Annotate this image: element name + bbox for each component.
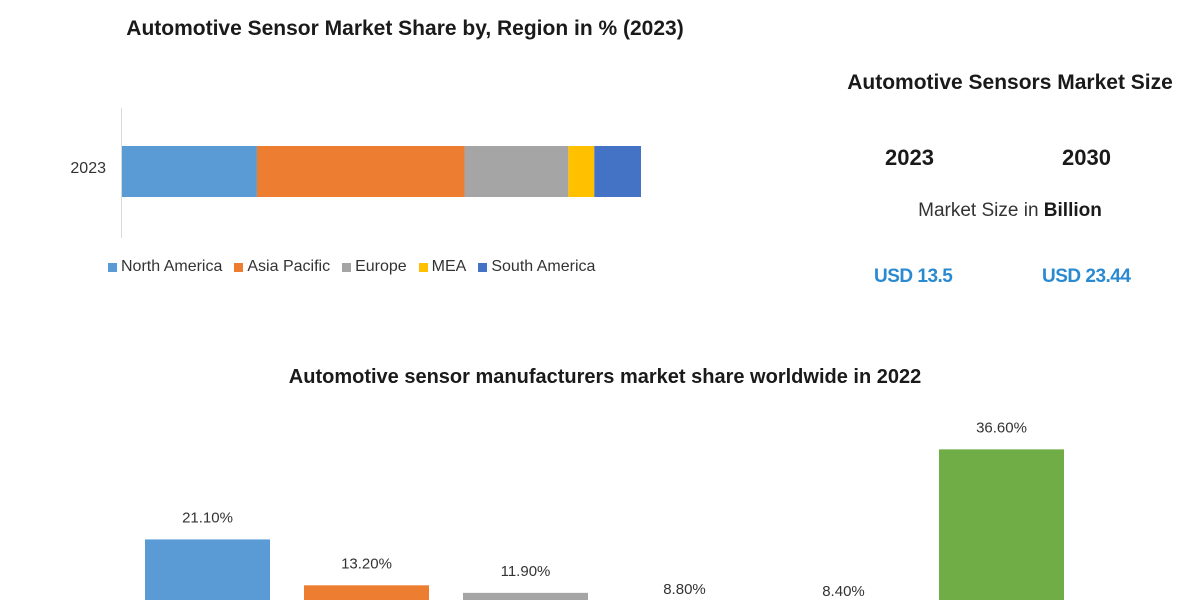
region-chart-title: Automotive Sensor Market Share by, Regio… (126, 17, 684, 40)
legend-item: South America (478, 258, 595, 276)
manufacturer-bar (463, 592, 588, 600)
legend-swatch (342, 262, 352, 272)
manufacturer-bar (304, 585, 429, 600)
region-bar-segment-asia-pacific (256, 146, 465, 197)
manufacturer-bar-label: 8.40% (822, 583, 865, 600)
legend-item: MEA (418, 258, 467, 276)
legend-item: Europe (342, 258, 407, 276)
manufacturer-bar-label: 8.80% (663, 581, 706, 598)
legend-swatch (108, 262, 117, 272)
market-size-value-end: USD 23.44 (1042, 266, 1131, 287)
legend-label: South America (491, 258, 596, 275)
market-size-unit: Market Size in Billion (860, 200, 1160, 222)
legend-label: MEA (431, 258, 467, 275)
region-chart-legend: North America Asia Pacific Europe MEA South … (108, 258, 595, 276)
legend-label: North America (121, 258, 223, 275)
region-bar-segment-europe (464, 146, 569, 197)
region-chart-axis (121, 108, 122, 238)
market-size-year-start: 2023 (885, 145, 934, 170)
legend-swatch (478, 262, 488, 272)
legend-item: Asia Pacific (234, 258, 330, 276)
market-size-title: Automotive Sensors Market Size (847, 71, 1173, 94)
market-size-unit-bold: Billion (1043, 200, 1102, 221)
manufacturers-chart-title: Automotive sensor manufacturers market s… (288, 366, 922, 388)
market-size-year-end: 2030 (1062, 145, 1111, 170)
region-bar-segment-mea (568, 146, 595, 197)
manufacturer-bar (939, 449, 1064, 600)
legend-label: Asia Pacific (247, 258, 331, 275)
region-bar-segment-north-america (122, 146, 257, 197)
legend-label: Europe (355, 258, 407, 275)
manufacturer-bar-label: 36.60% (976, 419, 1027, 436)
manufacturer-bar-label: 21.10% (182, 509, 233, 526)
legend-swatch (418, 262, 428, 272)
market-size-value-start: USD 13.5 (874, 266, 953, 287)
manufacturer-bar-label: 11.90% (501, 563, 551, 580)
manufacturer-bar-label: 13.20% (341, 555, 392, 572)
market-size-unit-prefix: Market Size in (918, 200, 1039, 221)
manufacturer-bar (145, 539, 270, 600)
region-chart-y-tick: 2023 (70, 160, 106, 177)
legend-swatch (234, 262, 244, 272)
legend-item: North America (108, 258, 222, 276)
region-bar-segment-south-america (594, 146, 641, 197)
